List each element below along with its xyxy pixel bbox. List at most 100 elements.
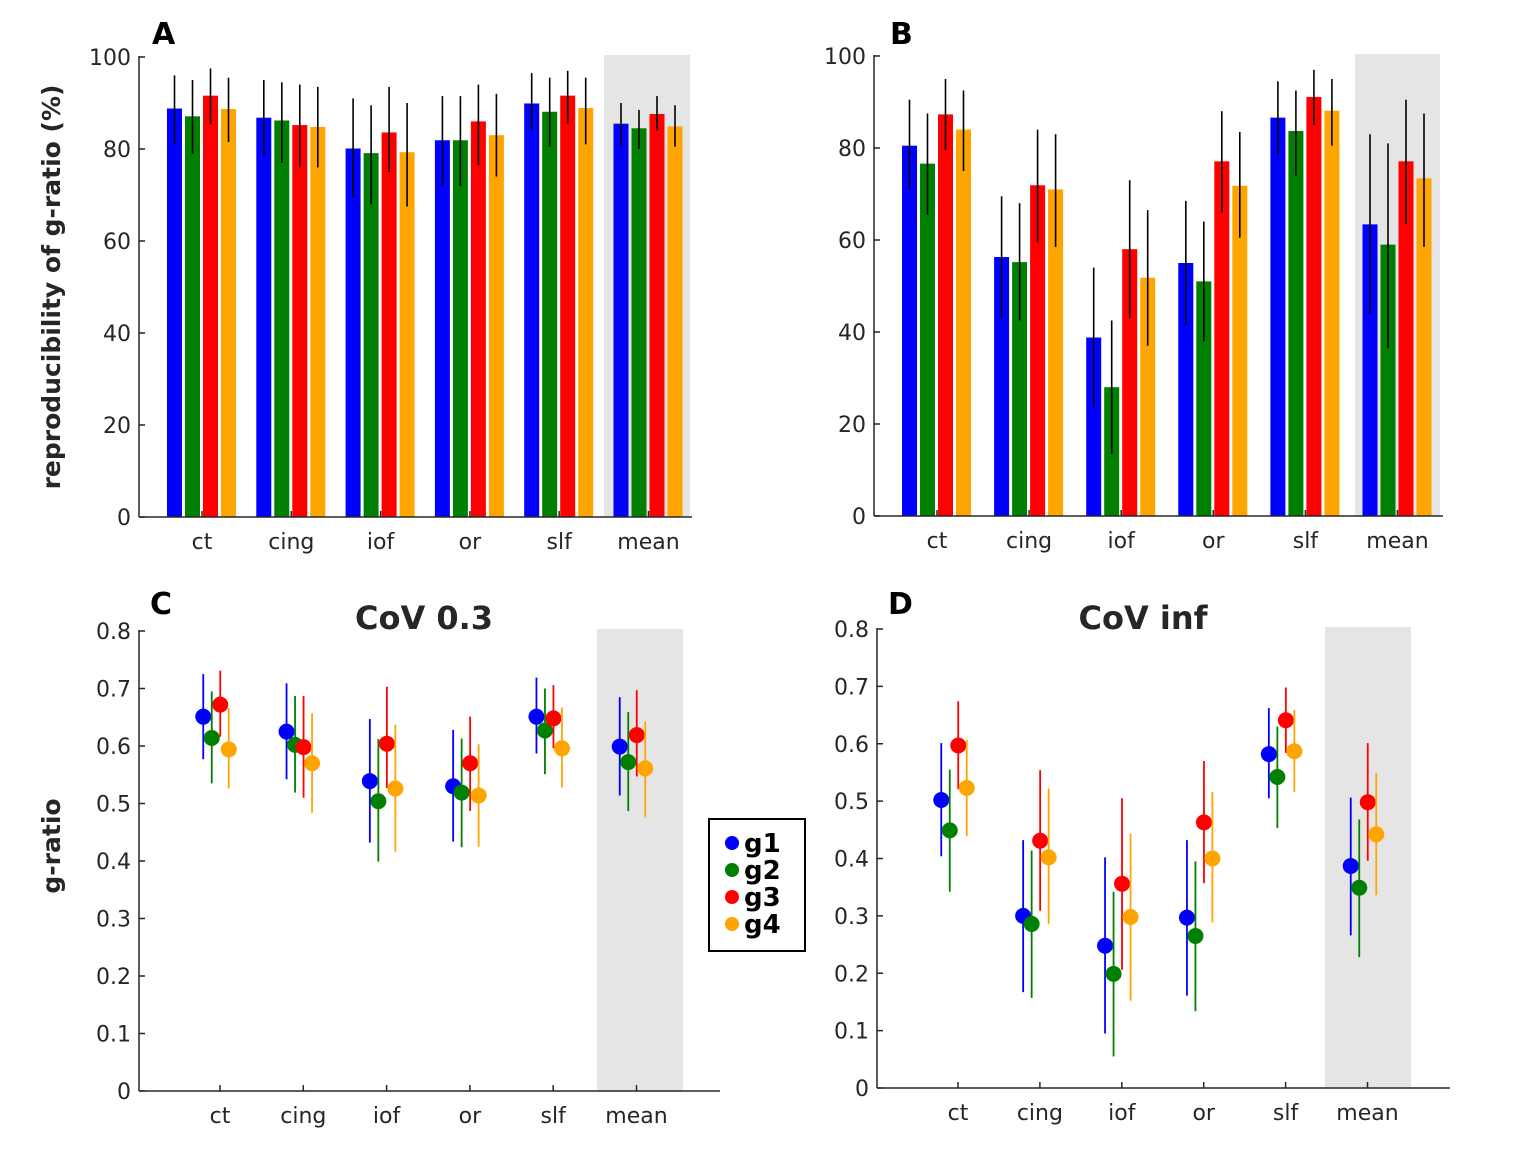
bar-g2-mean (631, 128, 647, 518)
legend-label-g2: g2 (744, 856, 781, 886)
bar-g1-cing (256, 117, 272, 517)
bar-g4-cing (310, 126, 326, 518)
bar-g1-or (1178, 263, 1194, 516)
bar-g3-or (470, 121, 486, 518)
y-tick-label: 80 (103, 138, 131, 163)
point-g3-cing (295, 739, 312, 756)
bar-g4-slf (1324, 110, 1340, 517)
point-g2-slf (536, 722, 553, 739)
bar-g1-ct (902, 145, 917, 516)
y-tick-label: 0.7 (834, 675, 869, 700)
panel-letter: B (890, 17, 913, 52)
x-tick-label: mean (617, 530, 679, 555)
bar-g1-cing (994, 257, 1010, 516)
point-g1-mean (611, 738, 628, 755)
x-tick-label: mean (1336, 1101, 1398, 1126)
y-tick-label: 0.5 (834, 790, 869, 815)
point-g2-iof (370, 793, 387, 810)
point-g3-iof (378, 735, 395, 752)
panel-b: 0 20 40 60 80 100 ct cing iof or slf mean B (824, 17, 1443, 554)
bar-g1-slf (524, 103, 540, 518)
panel-letter: D (888, 587, 913, 622)
bar-g1-mean (613, 123, 629, 517)
point-g1-slf (1260, 746, 1277, 763)
y-tick-label: 40 (838, 321, 866, 346)
y-tick-label: 0.3 (96, 908, 131, 933)
point-g3-mean (628, 727, 645, 744)
bar-g4-ct (221, 108, 236, 517)
bar-g2-or (1196, 281, 1212, 516)
y-tick-label: 80 (838, 137, 866, 162)
y-tick-label: 0 (117, 1080, 131, 1105)
bar-g4-cing (1048, 189, 1064, 516)
y-tick-label: 0 (117, 506, 131, 531)
x-tick-label: cing (1006, 529, 1052, 554)
bar-g2-or (452, 140, 468, 517)
x-tick-label: ct (192, 530, 213, 555)
point-g3-slf (1277, 712, 1294, 729)
point-g3-or (462, 755, 479, 772)
legend-marker-g1 (725, 836, 739, 850)
bar-g3-ct (938, 114, 953, 517)
panel-letter: A (152, 17, 176, 52)
point-g4-mean (637, 760, 654, 777)
bar-g4-slf (578, 108, 594, 517)
y-tick-label: 0.8 (834, 618, 869, 643)
legend-box (708, 818, 806, 952)
bar-g3-cing (292, 125, 308, 517)
x-tick-label: cing (280, 1104, 326, 1129)
legend-label-g3: g3 (744, 883, 781, 913)
point-g4-or (470, 787, 487, 804)
x-tick-label: cing (1017, 1101, 1063, 1126)
point-g4-slf (1286, 743, 1303, 760)
bar-g1-mean (1362, 224, 1378, 517)
point-g1-mean (1342, 857, 1359, 874)
bar-g2-ct (920, 163, 935, 516)
x-tick-label: ct (927, 529, 948, 554)
mean-highlight-region (597, 629, 683, 1091)
y-tick-label: 0 (852, 505, 866, 530)
y-tick-label: 0.6 (834, 733, 869, 758)
y-tick-label: 0.2 (96, 965, 131, 990)
point-g4-cing (304, 755, 321, 772)
x-tick-label: or (459, 530, 482, 555)
x-tick-label: slf (541, 1104, 568, 1129)
point-g1-cing (278, 723, 295, 740)
x-tick-label: ct (948, 1101, 969, 1126)
point-g2-or (453, 784, 470, 801)
y-tick-label: 0 (855, 1077, 869, 1102)
point-g4-ct (220, 741, 237, 758)
point-g2-slf (1269, 769, 1286, 786)
bar-g4-mean (1416, 178, 1432, 517)
point-g1-iof (361, 773, 378, 790)
point-g2-or (1187, 927, 1204, 944)
point-g4-iof (1122, 909, 1139, 926)
y-tick-label: 0.6 (96, 735, 131, 760)
y-tick-label: 0.8 (96, 620, 131, 645)
y-axis-label: g-ratio (37, 798, 66, 893)
point-g3-or (1195, 814, 1212, 831)
bar-g3-iof (381, 132, 397, 517)
point-g3-mean (1359, 794, 1376, 811)
bar-g3-or (1214, 161, 1230, 516)
point-g2-iof (1105, 965, 1122, 982)
point-g2-ct (941, 822, 958, 839)
y-tick-label: 0.7 (96, 678, 131, 703)
bar-g4-iof (399, 152, 415, 517)
x-tick-label: slf (1293, 529, 1320, 554)
y-tick-label: 40 (103, 322, 131, 347)
x-tick-label: or (1192, 1101, 1215, 1126)
bar-g3-ct (203, 95, 218, 517)
x-tick-label: cing (268, 530, 314, 555)
y-tick-label: 0.1 (834, 1020, 869, 1045)
bar-g3-slf (1306, 96, 1322, 516)
y-tick-label: 0.5 (96, 793, 131, 818)
point-g2-cing (1023, 915, 1040, 932)
panel-title: CoV inf (1078, 599, 1208, 637)
x-tick-label: iof (373, 1104, 402, 1129)
y-axis-label: reproducibility of g-ratio (%) (37, 85, 66, 490)
x-tick-label: slf (1273, 1101, 1300, 1126)
x-tick-label: slf (547, 530, 574, 555)
y-tick-label: 100 (824, 45, 866, 70)
bar-g2-cing (1012, 262, 1028, 516)
